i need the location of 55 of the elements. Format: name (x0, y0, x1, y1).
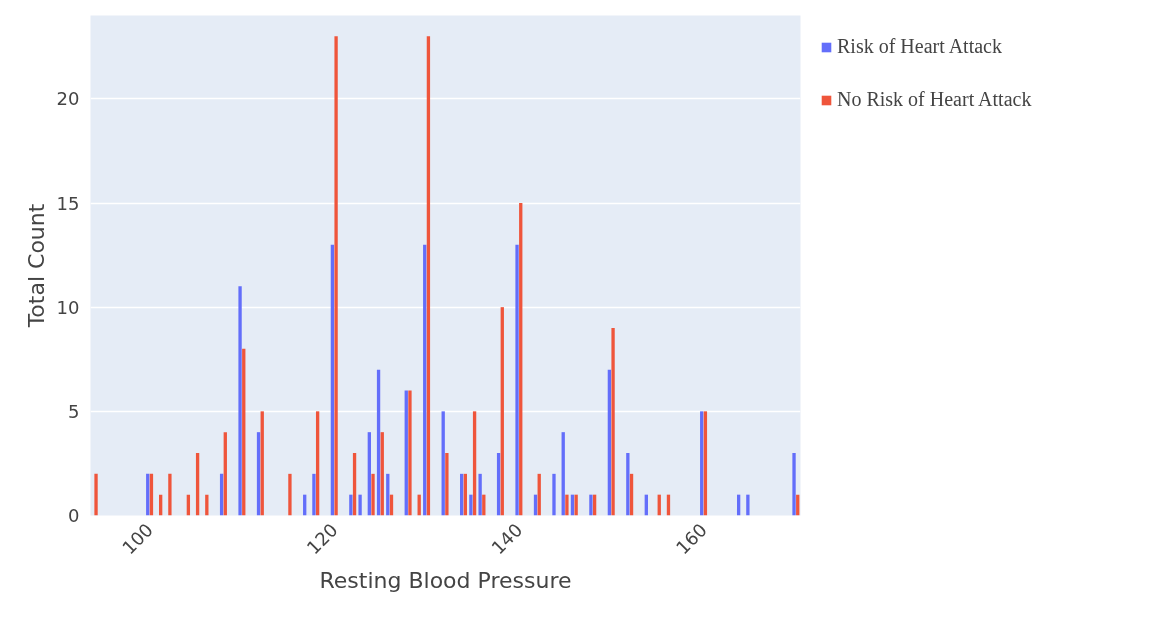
bar (168, 473, 172, 516)
bar (367, 432, 371, 516)
bar (519, 203, 523, 516)
x-axis-title: Resting Blood Pressure (319, 567, 572, 593)
bar (334, 36, 338, 516)
bar (515, 244, 519, 516)
bar (472, 411, 477, 516)
bar (242, 348, 246, 516)
bar (260, 411, 264, 516)
bar (703, 411, 708, 516)
bar (256, 432, 261, 516)
bar (380, 432, 384, 516)
bar (288, 473, 292, 516)
bar (626, 453, 630, 516)
bar (565, 494, 569, 516)
bar (358, 494, 362, 516)
bar (700, 411, 704, 516)
y-tick-label: 15 (56, 192, 80, 214)
x-tick-label: 160 (671, 519, 711, 559)
bar (478, 473, 482, 516)
bar (574, 494, 578, 516)
y-axis-title: Total Count (23, 203, 49, 329)
bar (792, 453, 796, 516)
bar (552, 473, 556, 516)
y-tick-label: 0 (68, 505, 80, 526)
bar (376, 369, 381, 516)
bar (349, 494, 353, 516)
bar (500, 307, 504, 516)
bar (238, 286, 242, 516)
bar (312, 473, 316, 516)
bar (315, 411, 320, 516)
bar (408, 390, 412, 516)
legend-label: Risk of Heart Attack (837, 35, 1002, 58)
bar (94, 473, 98, 516)
bar (445, 453, 449, 516)
x-tick-label: 140 (487, 519, 527, 559)
bar (561, 432, 565, 516)
bar (371, 473, 375, 516)
x-tick-label: 100 (117, 519, 158, 559)
bar (404, 390, 408, 516)
bar (746, 494, 750, 516)
bar (426, 36, 431, 516)
x-tick-label: 120 (302, 519, 342, 559)
bar (423, 244, 427, 516)
y-tick-label: 20 (56, 88, 80, 110)
bar (330, 244, 335, 516)
y-tick-label: 5 (68, 400, 80, 422)
bar (607, 369, 612, 516)
bar (441, 411, 445, 516)
y-tick-label: 10 (56, 296, 80, 318)
bar (589, 494, 593, 516)
bar (223, 432, 227, 516)
bar (611, 328, 615, 516)
bar (469, 494, 473, 516)
legend-label: No Risk of Heart Attack (837, 88, 1032, 111)
